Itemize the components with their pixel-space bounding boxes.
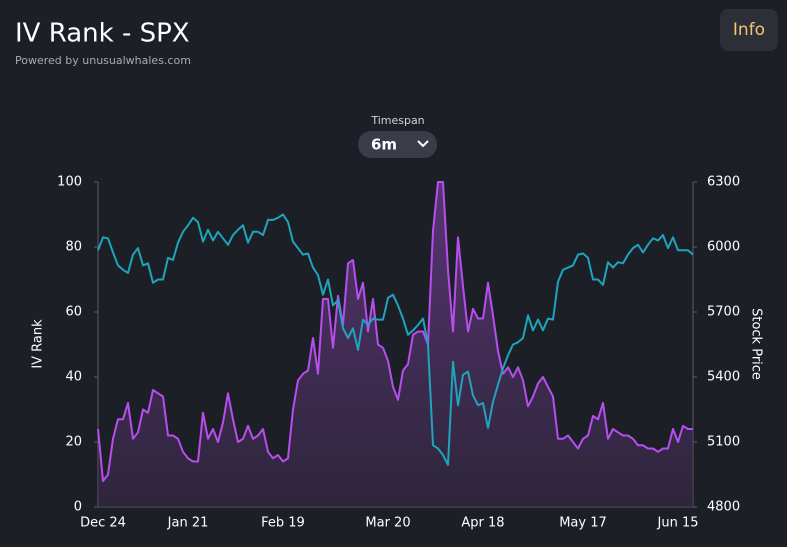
x-tick-label: Mar 20 xyxy=(365,516,410,531)
y-tick-label: 80 xyxy=(65,240,82,255)
x-tick-label: Apr 18 xyxy=(461,516,504,531)
area xyxy=(98,182,693,507)
x-tick-label: Dec 24 xyxy=(80,516,126,531)
info-button-bg[interactable] xyxy=(720,9,778,51)
y2-tick-label: 4800 xyxy=(707,500,740,515)
y-tick-label: 0 xyxy=(74,500,82,515)
y-tick-label: 40 xyxy=(65,370,82,385)
y2-tick-label: 6300 xyxy=(707,175,740,190)
y-tick-label: 20 xyxy=(65,435,82,450)
chart-title: IV Rank - SPX xyxy=(15,19,190,49)
line xyxy=(97,181,693,482)
info-button[interactable]: Info xyxy=(720,9,778,51)
timespan-dropdown[interactable]: 6m xyxy=(358,131,437,158)
x-tick-label: May 17 xyxy=(559,516,607,531)
y2-tick-label: 5100 xyxy=(707,435,740,450)
y2-tick-label: 6000 xyxy=(707,240,740,255)
y2-tick-label: 5400 xyxy=(707,370,740,385)
timespan-label: Timespan xyxy=(370,114,424,127)
dropdown-bg[interactable] xyxy=(358,131,437,158)
chevron[interactable] xyxy=(417,140,429,148)
y2-axis-title: Stock Price xyxy=(749,308,764,380)
x-tick-label: Jun 15 xyxy=(657,516,699,531)
dropdown-value[interactable]: 6m xyxy=(371,136,397,154)
y-tick-label: 60 xyxy=(65,305,82,320)
x-tick-label: Feb 19 xyxy=(261,516,305,531)
chart-subtitle: Powered by unusualwhales.com xyxy=(15,54,191,67)
y2-tick-label: 5700 xyxy=(707,305,740,320)
x-tick-label: Jan 21 xyxy=(167,516,209,531)
y-tick-label: 100 xyxy=(57,175,82,190)
y-axis-title: IV Rank xyxy=(31,319,46,369)
info-label[interactable]: Info xyxy=(733,20,765,40)
line xyxy=(97,213,694,466)
